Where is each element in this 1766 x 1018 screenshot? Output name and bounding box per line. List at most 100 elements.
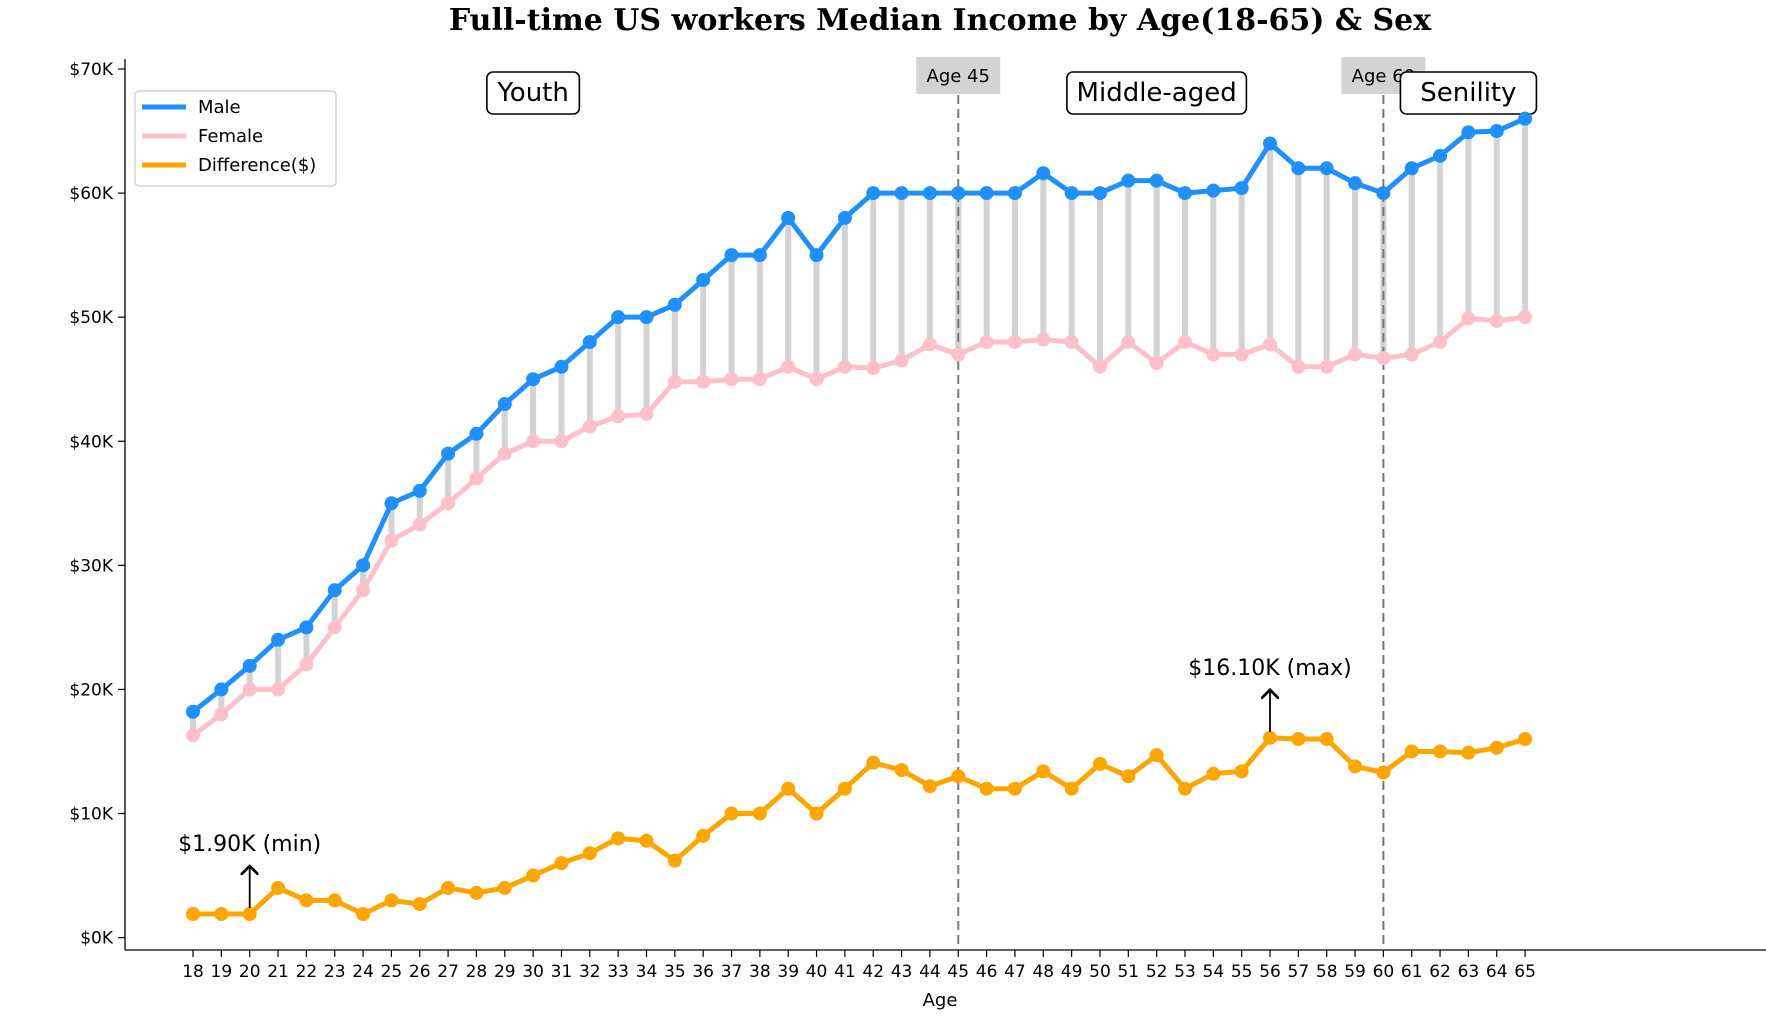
region-label-box xyxy=(486,71,581,115)
data-point-difference xyxy=(1518,732,1533,747)
data-point-difference xyxy=(327,893,342,908)
x-tick-label: 42 xyxy=(862,962,884,982)
axes: $0K $10K $20K $30K $40K $50K $60K $70K 18 19 20 21 2… xyxy=(69,59,1766,982)
data-point-female xyxy=(1433,334,1448,349)
data-point-male xyxy=(696,272,711,287)
data-point-male xyxy=(1461,125,1476,140)
region-label: Middle-aged xyxy=(1077,78,1237,108)
data-point-male xyxy=(1036,166,1051,181)
data-point-female xyxy=(554,434,569,449)
data-point-male xyxy=(1404,161,1419,176)
data-point-difference xyxy=(866,755,881,770)
data-point-difference xyxy=(242,907,257,922)
x-tick-label: 63 xyxy=(1458,962,1480,982)
series-line-difference xyxy=(193,735,1526,917)
x-tick-label: 21 xyxy=(267,962,289,982)
data-point-difference xyxy=(526,868,541,883)
x-tick-label: 52 xyxy=(1146,962,1168,982)
x-tick-label: 44 xyxy=(919,962,941,982)
region-label-box xyxy=(1399,71,1538,115)
x-tick-label: 32 xyxy=(579,962,601,982)
data-point-male xyxy=(1149,173,1164,188)
x-tick-label: 61 xyxy=(1401,962,1423,982)
legend-label: Female xyxy=(198,126,263,147)
data-point-male xyxy=(724,248,739,263)
data-point-female xyxy=(214,707,229,722)
data-point-female xyxy=(611,409,626,424)
data-point-male xyxy=(1518,111,1533,126)
x-tick-label: 23 xyxy=(324,962,346,982)
data-point-female xyxy=(384,533,399,548)
data-point-male xyxy=(299,620,314,635)
data-point-female xyxy=(356,583,371,598)
data-point-female xyxy=(1489,313,1504,328)
data-point-female xyxy=(1177,334,1192,349)
data-point-female xyxy=(1291,359,1306,374)
data-point-difference xyxy=(1177,781,1192,796)
x-tick-label: 26 xyxy=(409,962,431,982)
x-tick-label: 25 xyxy=(381,962,403,982)
data-point-difference xyxy=(667,853,682,868)
x-tick-label: 58 xyxy=(1316,962,1338,982)
data-point-difference xyxy=(724,806,739,821)
annotation-label: $1.90K (min) xyxy=(178,832,321,857)
data-point-male xyxy=(1348,176,1363,191)
y-tick-label: $40K xyxy=(69,432,113,452)
data-point-male xyxy=(1064,186,1079,201)
x-tick-label: 22 xyxy=(296,962,318,982)
data-point-female xyxy=(526,434,541,449)
data-point-female xyxy=(667,374,682,389)
data-point-male xyxy=(214,682,229,697)
x-tick-label: 19 xyxy=(211,962,233,982)
data-point-male xyxy=(384,496,399,511)
data-point-male xyxy=(752,248,767,263)
data-point-difference xyxy=(1121,769,1136,784)
data-point-female xyxy=(412,517,427,532)
x-tick-label: 45 xyxy=(947,962,969,982)
data-point-difference xyxy=(1461,745,1476,760)
x-tick-label: 60 xyxy=(1373,962,1395,982)
data-point-difference xyxy=(752,806,767,821)
x-tick-label: 50 xyxy=(1089,962,1111,982)
data-point-female xyxy=(837,359,852,374)
data-point-male xyxy=(809,248,824,263)
vertical-line-label-box xyxy=(916,57,1001,94)
region-label: Senility xyxy=(1420,78,1516,108)
data-point-difference xyxy=(1291,732,1306,747)
data-point-difference xyxy=(271,880,286,895)
legend-box xyxy=(134,90,337,187)
data-point-female xyxy=(866,361,881,376)
data-point-male xyxy=(1121,173,1136,188)
data-point-female xyxy=(1149,356,1164,371)
data-point-female xyxy=(1036,332,1051,347)
data-point-difference xyxy=(979,781,994,796)
data-point-difference xyxy=(1092,756,1107,771)
data-point-male xyxy=(356,558,371,573)
y-tick-label: $30K xyxy=(69,556,113,576)
y-tick-label: $0K xyxy=(80,929,114,949)
data-point-female xyxy=(299,657,314,672)
x-axis-label: Age xyxy=(923,990,958,1011)
data-point-male xyxy=(667,297,682,312)
data-point-male xyxy=(1092,186,1107,201)
data-point-female xyxy=(1092,359,1107,374)
data-point-male xyxy=(554,359,569,374)
x-tick-label: 46 xyxy=(976,962,998,982)
data-point-female xyxy=(186,728,201,743)
data-point-difference xyxy=(1149,748,1164,763)
data-point-female xyxy=(1234,347,1249,362)
data-point-female xyxy=(696,374,711,389)
data-point-female xyxy=(951,347,966,362)
data-point-male xyxy=(1319,161,1334,176)
data-point-difference xyxy=(1489,740,1504,755)
data-point-female xyxy=(1376,351,1391,366)
data-point-difference xyxy=(412,897,427,912)
data-point-female xyxy=(1348,347,1363,362)
x-tick-label: 36 xyxy=(692,962,714,982)
x-tick-label: 18 xyxy=(182,962,204,982)
vertical-markers: Age 45 Age 60 xyxy=(916,57,1426,950)
data-point-male xyxy=(186,704,201,719)
data-point-difference xyxy=(639,833,654,848)
y-tick-label: $20K xyxy=(69,680,113,700)
